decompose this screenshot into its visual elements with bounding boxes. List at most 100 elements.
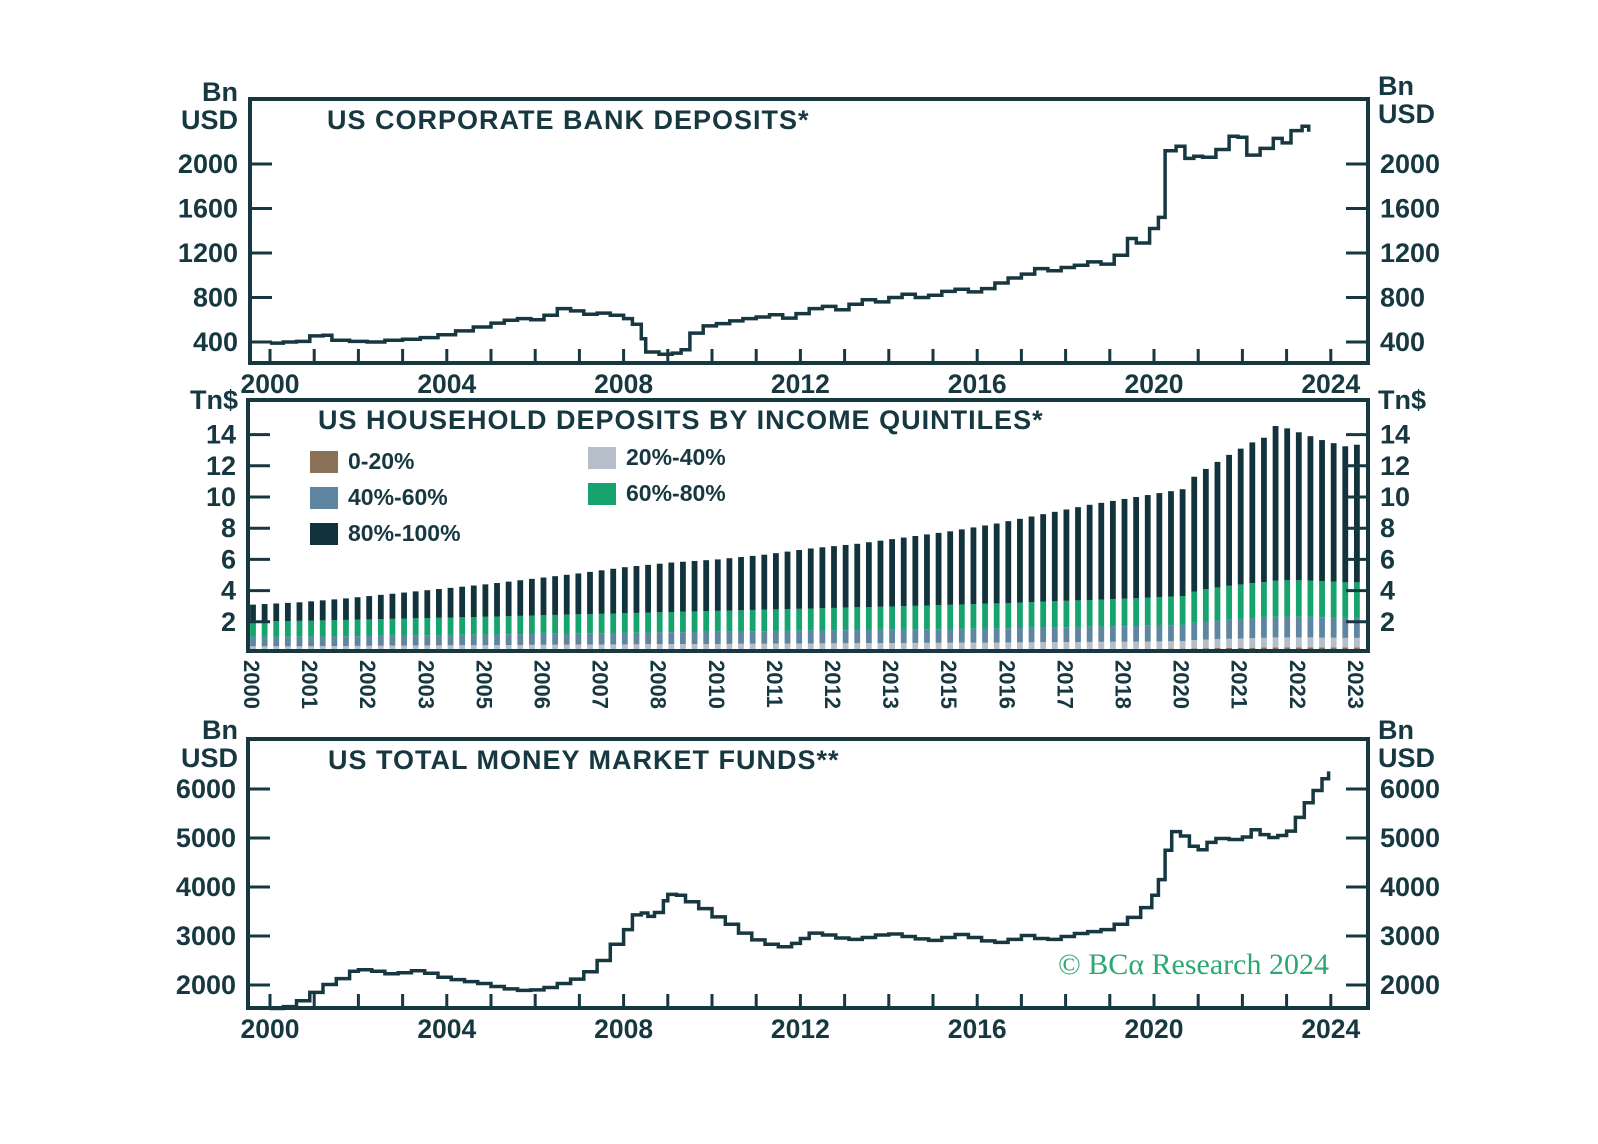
- x-tick-label-rotated: 2003: [413, 660, 438, 709]
- bar-segment-60%-80%: [819, 608, 826, 631]
- us_corporate_bank_deposits-line: [270, 124, 1311, 356]
- bar-segment-80%-100%: [656, 563, 663, 613]
- bar-segment-60%-80%: [1179, 596, 1186, 625]
- bar-segment-60%-80%: [1226, 585, 1232, 620]
- x-tick-label-rotated: 2001: [297, 660, 322, 709]
- y-tick-label-left: 3000: [176, 921, 236, 951]
- bar-segment-60%-80%: [807, 608, 814, 631]
- unit-usd: USD: [180, 105, 238, 136]
- bar-segment-40%-60%: [1179, 624, 1186, 642]
- x-tick-label-rotated: 2006: [530, 660, 555, 709]
- bar-segment-60%-80%: [877, 606, 884, 630]
- unit-bn: Bn: [202, 715, 238, 745]
- bar-segment-60%-80%: [889, 606, 895, 630]
- bar-segment-20%-40%: [459, 645, 466, 651]
- bar-segment-40%-60%: [1284, 616, 1291, 638]
- bar-segment-40%-60%: [691, 632, 698, 645]
- y-tick-label-right: 1200: [1380, 238, 1440, 268]
- bar-segment-20%-40%: [761, 643, 768, 650]
- bar-segment-60%-80%: [1144, 597, 1151, 626]
- bar-segment-60%-80%: [831, 607, 837, 631]
- bar-segment-20%-40%: [1330, 637, 1337, 648]
- x-tick-label: 2008: [594, 369, 653, 399]
- x-tick-label-rotated: 2022: [1285, 660, 1310, 709]
- bar-segment-40%-60%: [1133, 626, 1140, 642]
- us_total_money_market_funds-border: [246, 737, 1370, 1010]
- bar-segment-40%-60%: [412, 635, 419, 646]
- bar-segment-20%-40%: [540, 644, 547, 650]
- bar-segment-40%-60%: [912, 629, 919, 643]
- bar-segment-40%-60%: [714, 631, 721, 644]
- unit-usd: USD: [180, 743, 238, 774]
- bar-segment-60%-80%: [331, 620, 338, 637]
- bar-segment-80%-100%: [343, 598, 349, 620]
- x-tick-label: 2004: [417, 369, 476, 399]
- x-tick-label: 2012: [771, 369, 830, 399]
- y-tick-label-left: 5000: [176, 823, 236, 853]
- bar-segment-60%-80%: [738, 610, 744, 632]
- bar-segment-20%-40%: [1319, 637, 1325, 648]
- bar-segment-60%-80%: [726, 610, 733, 632]
- bar-segment-20%-40%: [1202, 639, 1209, 649]
- bar-segment-80%-100%: [1168, 491, 1174, 597]
- bar-segment-60%-80%: [273, 621, 280, 637]
- bar-segment-60%-80%: [587, 614, 593, 634]
- bar-segment-20%-40%: [1295, 637, 1302, 648]
- bar-segment-80%-100%: [552, 576, 559, 615]
- bar-segment-80%-100%: [1144, 495, 1151, 598]
- bar-segment-20%-40%: [412, 645, 419, 651]
- bar-segment-20%-40%: [807, 643, 814, 650]
- bar-segment-80%-100%: [424, 590, 431, 619]
- x-tick-label-rotated: 2007: [588, 660, 613, 709]
- bar-segment-40%-60%: [1109, 626, 1116, 642]
- bar-segment-20%-40%: [354, 645, 361, 651]
- bar-segment-20%-40%: [1354, 637, 1360, 648]
- bar-segment-40%-60%: [389, 635, 396, 646]
- bar-segment-40%-60%: [1121, 626, 1128, 642]
- bar-segment-20%-40%: [470, 645, 477, 651]
- bar-segment-40%-60%: [319, 636, 326, 647]
- bar-segment-60%-80%: [761, 609, 768, 632]
- bar-segment-40%-60%: [1086, 626, 1093, 642]
- bar-segment-40%-60%: [1040, 627, 1047, 643]
- y-tick-label-right: 2: [1380, 607, 1395, 637]
- bar-segment-60%-80%: [575, 614, 582, 634]
- y-tick-label-left: 4000: [176, 872, 236, 902]
- bar-segment-60%-80%: [958, 604, 965, 629]
- bar-segment-80%-100%: [842, 544, 849, 608]
- bar-segment-40%-60%: [517, 634, 524, 645]
- bar-segment-20%-40%: [924, 642, 930, 650]
- bar-segment-20%-40%: [296, 646, 303, 651]
- us_corporate_bank_deposits-border: [248, 97, 1370, 365]
- bar-segment-40%-60%: [1156, 625, 1163, 642]
- x-tick-label-rotated: 2011: [762, 660, 787, 708]
- bar-segment-80%-100%: [738, 557, 744, 611]
- bar-segment-40%-60%: [575, 633, 582, 645]
- bar-segment-20%-40%: [633, 644, 640, 650]
- bar-segment-40%-60%: [308, 636, 314, 647]
- bar-segment-80%-100%: [1179, 489, 1186, 597]
- legend-item-0-20: 0-20%: [310, 448, 414, 475]
- bar-segment-80%-100%: [773, 553, 779, 610]
- x-tick-label-rotated: 2018: [1111, 660, 1136, 709]
- bar-segment-20%-40%: [714, 643, 721, 650]
- bar-segment-60%-80%: [389, 618, 396, 636]
- bar-segment-60%-80%: [645, 612, 651, 633]
- bar-segment-80%-100%: [993, 523, 1000, 604]
- bar-segment-60%-80%: [1202, 589, 1209, 622]
- bar-segment-40%-60%: [1075, 626, 1081, 642]
- bar-segment-80%-100%: [935, 532, 942, 606]
- unit-bn: Bn: [202, 77, 238, 107]
- bar-segment-60%-80%: [1109, 599, 1116, 627]
- bar-segment-20%-40%: [703, 643, 710, 650]
- y-tick-label-right: 4000: [1380, 872, 1440, 902]
- bar-segment-40%-60%: [459, 634, 466, 646]
- bar-segment-20%-40%: [587, 644, 593, 650]
- bar-segment-20%-40%: [343, 645, 349, 651]
- bar-segment-20%-40%: [1133, 641, 1140, 649]
- bar-segment-40%-60%: [1098, 626, 1105, 642]
- bar-segment-40%-60%: [1005, 628, 1012, 643]
- bar-segment-40%-60%: [424, 635, 431, 646]
- legend-label-80-100: 80%-100%: [348, 520, 461, 546]
- bar-segment-80%-100%: [1017, 518, 1023, 603]
